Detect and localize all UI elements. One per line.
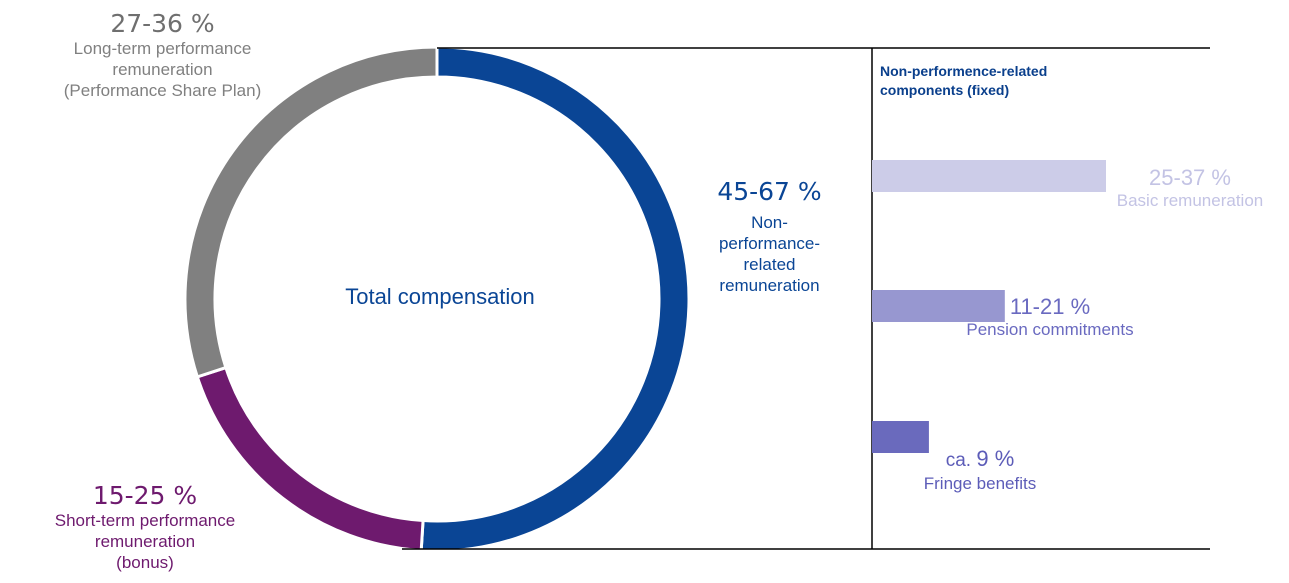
slice-desc-non-performance-1: Non- <box>751 213 788 232</box>
bar-category-fringe-benefits: Fringe benefits <box>923 474 1037 493</box>
slice-desc-long-term-1: Long-term performance <box>73 39 252 58</box>
slice-value-long-term: 27-36 % <box>110 9 215 38</box>
bar-value-fringe-benefits-line: ca. 9 % <box>895 446 1065 474</box>
fixed-components-heading-line-1: Non-performence-related <box>880 63 1048 79</box>
fixed-components-heading: Non-performence-related components (fixe… <box>880 62 1080 100</box>
bar-category-basic-remuneration: Basic remuneration <box>1116 191 1264 210</box>
slice-desc-short-term-1: Short-term performance <box>54 511 236 530</box>
donut-center-title: Total compensation <box>345 284 535 309</box>
bar-fringe-benefits <box>872 421 929 453</box>
slice-value-non-performance: 45-67 % <box>717 177 822 206</box>
fixed-components-heading-line-2: components (fixed) <box>880 82 1010 98</box>
slice-label-non-performance: 45-67 % Non- performance- related remune… <box>682 178 857 296</box>
bar-label-pension-commitments: 11-21 % Pension commitments <box>940 294 1160 340</box>
donut-slice-long <box>183 45 439 379</box>
slice-desc-non-performance-3: related <box>743 255 796 274</box>
bar-value-prefix-fringe-benefits: ca. <box>945 450 977 471</box>
bar-category-pension-commitments: Pension commitments <box>966 320 1134 339</box>
bar-value-fringe-benefits: 9 % <box>976 446 1015 471</box>
bar-label-fringe-benefits: ca. 9 % Fringe benefits <box>895 446 1065 494</box>
slice-label-long-term: 27-36 % Long-term performance remunerati… <box>20 10 305 101</box>
donut-chart <box>183 45 691 553</box>
bar-value-pension-commitments: 11-21 % <box>1009 294 1091 319</box>
bar-label-basic-remuneration: 25-37 % Basic remuneration <box>1090 165 1289 211</box>
slice-desc-non-performance-4: remuneration <box>719 276 820 295</box>
bar-pension-commitments <box>872 290 1005 322</box>
slice-desc-short-term-3: (bonus) <box>116 553 174 572</box>
slice-desc-short-term-2: remuneration <box>94 532 196 551</box>
slice-desc-long-term-3: (Performance Share Plan) <box>63 81 262 100</box>
fixed-components-bars <box>872 160 1106 453</box>
bar-basic-remuneration <box>872 160 1106 192</box>
slice-desc-non-performance-2: performance- <box>718 234 821 253</box>
bar-value-basic-remuneration: 25-37 % <box>1149 165 1231 190</box>
slice-desc-long-term-2: remuneration <box>112 60 213 79</box>
slice-value-short-term: 15-25 % <box>92 481 198 510</box>
slice-label-short-term: 15-25 % Short-term performance remunerat… <box>0 482 290 573</box>
